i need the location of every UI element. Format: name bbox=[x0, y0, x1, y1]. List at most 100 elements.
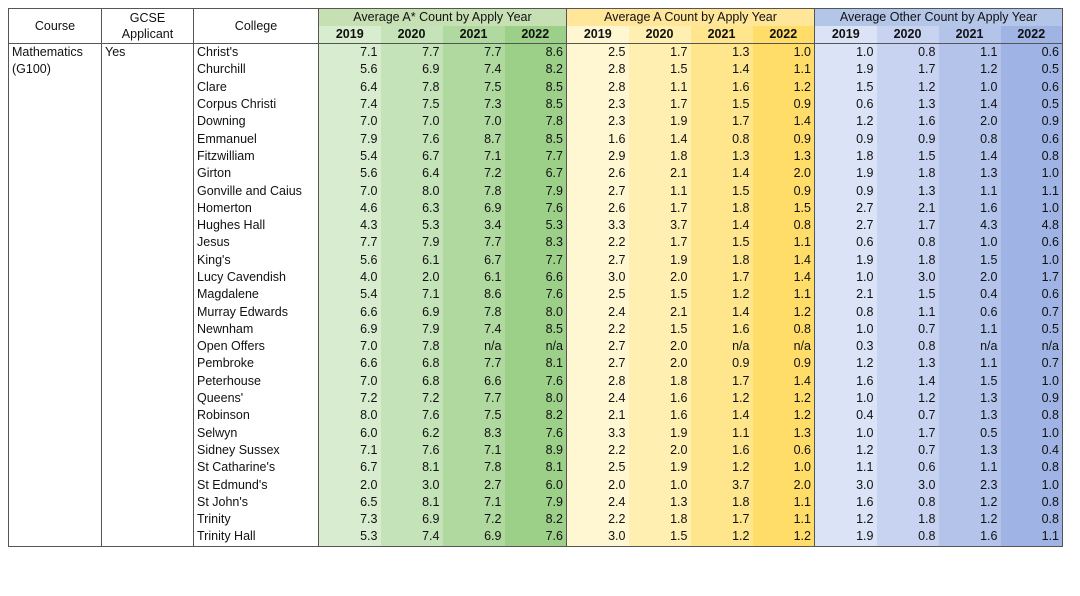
value-cell-astar-2021: 7.1 bbox=[442, 441, 505, 460]
value-cell-a-2022: 1.1 bbox=[752, 286, 815, 304]
value-cell-a-2022: 1.4 bbox=[752, 251, 815, 269]
value-cell-other-2020: 1.1 bbox=[876, 303, 939, 321]
value-cell-a-2022: 1.5 bbox=[752, 199, 815, 217]
value-cell-astar-2022: 8.6 bbox=[504, 43, 567, 62]
value-cell-astar-2019: 5.4 bbox=[318, 147, 381, 166]
table-row: St Catharine's 6.7 8.1 7.8 8.1 2.5 1.9 1.2 1.0 1.… bbox=[9, 459, 1063, 477]
table-row: Churchill 5.6 6.9 7.4 8.2 2.8 1.5 1.4 1.1 1.9 1.7 1… bbox=[9, 61, 1063, 79]
table-row: Murray Edwards 6.6 6.9 7.8 8.0 2.4 2.1 1.4 1.2 0.… bbox=[9, 303, 1063, 321]
value-cell-other-2021: 1.3 bbox=[938, 407, 1001, 425]
value-cell-other-2020: 1.2 bbox=[876, 389, 939, 408]
value-cell-astar-2019: 7.0 bbox=[318, 372, 381, 390]
value-cell-astar-2022: 8.5 bbox=[504, 78, 567, 96]
value-cell-other-2021: 0.4 bbox=[938, 286, 1001, 304]
value-cell-other-2021: 1.2 bbox=[938, 493, 1001, 512]
value-cell-astar-2019: 6.6 bbox=[318, 355, 381, 373]
value-cell-a-2021: 1.5 bbox=[690, 234, 753, 252]
value-cell-other-2022: 0.5 bbox=[1000, 95, 1063, 114]
value-cell-a-2019: 2.2 bbox=[566, 234, 629, 252]
value-cell-a-2019: 2.3 bbox=[566, 113, 629, 131]
value-cell-other-2022: n/a bbox=[1000, 338, 1063, 356]
value-cell-other-2021: 1.0 bbox=[938, 78, 1001, 96]
college-cell: Lucy Cavendish bbox=[193, 268, 319, 287]
value-cell-a-2019: 2.7 bbox=[566, 338, 629, 356]
value-cell-a-2021: 0.8 bbox=[690, 130, 753, 148]
value-cell-a-2021: 1.7 bbox=[690, 511, 753, 529]
value-cell-a-2020: 2.1 bbox=[628, 165, 691, 183]
value-cell-other-2022: 1.0 bbox=[1000, 424, 1063, 442]
value-cell-astar-2020: 7.8 bbox=[380, 78, 443, 96]
value-cell-astar-2020: 6.2 bbox=[380, 424, 443, 442]
value-cell-astar-2019: 5.3 bbox=[318, 528, 381, 547]
value-cell-other-2022: 0.6 bbox=[1000, 130, 1063, 148]
value-cell-astar-2022: 7.7 bbox=[504, 251, 567, 269]
college-cell: Homerton bbox=[193, 199, 319, 217]
table-body: Mathematics (G100) Yes Christ's 7.1 7.7 7.7 8.… bbox=[8, 43, 1063, 547]
table-row: Magdalene 5.4 7.1 8.6 7.6 2.5 1.5 1.2 1.1 2.1 1.5 0… bbox=[9, 286, 1063, 304]
value-cell-astar-2021: 7.5 bbox=[442, 407, 505, 425]
value-cell-a-2020: 2.0 bbox=[628, 268, 691, 287]
value-cell-other-2020: 0.9 bbox=[876, 130, 939, 148]
value-cell-a-2020: 3.7 bbox=[628, 216, 691, 235]
value-cell-a-2022: 1.0 bbox=[752, 43, 815, 62]
value-cell-astar-2020: 6.9 bbox=[380, 303, 443, 321]
value-cell-a-2022: 2.0 bbox=[752, 165, 815, 183]
value-cell-astar-2020: 7.6 bbox=[380, 441, 443, 460]
value-cell-other-2022: 0.8 bbox=[1000, 407, 1063, 425]
value-cell-a-2021: 1.5 bbox=[690, 182, 753, 200]
value-cell-astar-2021: 7.2 bbox=[442, 165, 505, 183]
value-cell-astar-2019: 6.9 bbox=[318, 320, 381, 339]
value-cell-astar-2021: 8.3 bbox=[442, 424, 505, 442]
value-cell-a-2019: 2.5 bbox=[566, 459, 629, 477]
year-header-a-2021: 2021 bbox=[690, 26, 753, 44]
value-cell-a-2022: 1.1 bbox=[752, 61, 815, 79]
college-cell: Girton bbox=[193, 165, 319, 183]
value-cell-astar-2021: n/a bbox=[442, 338, 505, 356]
value-cell-a-2020: 1.8 bbox=[628, 511, 691, 529]
value-cell-other-2019: 0.3 bbox=[814, 338, 877, 356]
value-cell-a-2022: 1.2 bbox=[752, 389, 815, 408]
value-cell-other-2020: 0.7 bbox=[876, 407, 939, 425]
value-cell-other-2021: 4.3 bbox=[938, 216, 1001, 235]
value-cell-astar-2019: 8.0 bbox=[318, 407, 381, 425]
value-cell-other-2019: 1.1 bbox=[814, 459, 877, 477]
table-row: Homerton 4.6 6.3 6.9 7.6 2.6 1.7 1.8 1.5 2.7 2.1 1.… bbox=[9, 199, 1063, 217]
table-row: Trinity 7.3 6.9 7.2 8.2 2.2 1.8 1.7 1.1 1.2 1.8 1.2… bbox=[9, 511, 1063, 529]
value-cell-astar-2019: 5.4 bbox=[318, 286, 381, 304]
value-cell-astar-2020: 7.0 bbox=[380, 113, 443, 131]
value-cell-a-2022: 1.4 bbox=[752, 268, 815, 287]
value-cell-other-2022: 0.6 bbox=[1000, 234, 1063, 252]
value-cell-astar-2019: 7.1 bbox=[318, 441, 381, 460]
value-cell-astar-2022: 8.0 bbox=[504, 303, 567, 321]
table-row: Newnham 6.9 7.9 7.4 8.5 2.2 1.5 1.6 0.8 1.0 0.7 1.1… bbox=[9, 320, 1063, 339]
year-header-other-2022: 2022 bbox=[1000, 26, 1063, 44]
college-cell: Emmanuel bbox=[193, 130, 319, 148]
table-row: Open Offers 7.0 7.8 n/a n/a 2.7 2.0 n/a n/a 0.3 0.… bbox=[9, 338, 1063, 356]
year-header-astar-2022: 2022 bbox=[504, 26, 567, 44]
table-row: Queens' 7.2 7.2 7.7 8.0 2.4 1.6 1.2 1.2 1.0 1.2 1.3… bbox=[9, 389, 1063, 408]
table-row: Peterhouse 7.0 6.8 6.6 7.6 2.8 1.8 1.7 1.4 1.6 1.4… bbox=[9, 372, 1063, 390]
value-cell-astar-2022: 8.2 bbox=[504, 407, 567, 425]
value-cell-astar-2021: 7.7 bbox=[442, 234, 505, 252]
value-cell-astar-2021: 7.4 bbox=[442, 61, 505, 79]
value-cell-a-2022: 1.1 bbox=[752, 511, 815, 529]
value-cell-a-2021: 1.8 bbox=[690, 199, 753, 217]
value-cell-other-2019: 1.9 bbox=[814, 528, 877, 547]
value-cell-a-2020: 1.1 bbox=[628, 182, 691, 200]
value-cell-a-2021: 1.4 bbox=[690, 61, 753, 79]
data-table: Course GCSE Applicant College Average A*… bbox=[8, 8, 1063, 547]
value-cell-a-2019: 3.0 bbox=[566, 528, 629, 547]
value-cell-other-2022: 1.0 bbox=[1000, 476, 1063, 494]
value-cell-other-2022: 0.4 bbox=[1000, 441, 1063, 460]
value-cell-other-2020: 2.1 bbox=[876, 199, 939, 217]
value-cell-other-2021: 1.1 bbox=[938, 459, 1001, 477]
value-cell-other-2021: 1.2 bbox=[938, 61, 1001, 79]
value-cell-astar-2019: 6.5 bbox=[318, 493, 381, 512]
value-cell-other-2022: 1.1 bbox=[1000, 182, 1063, 200]
value-cell-astar-2022: 8.2 bbox=[504, 61, 567, 79]
value-cell-a-2019: 3.0 bbox=[566, 268, 629, 287]
value-cell-a-2021: 1.2 bbox=[690, 389, 753, 408]
value-cell-astar-2020: 7.5 bbox=[380, 95, 443, 114]
value-cell-other-2021: 0.5 bbox=[938, 424, 1001, 442]
value-cell-other-2021: 1.3 bbox=[938, 165, 1001, 183]
